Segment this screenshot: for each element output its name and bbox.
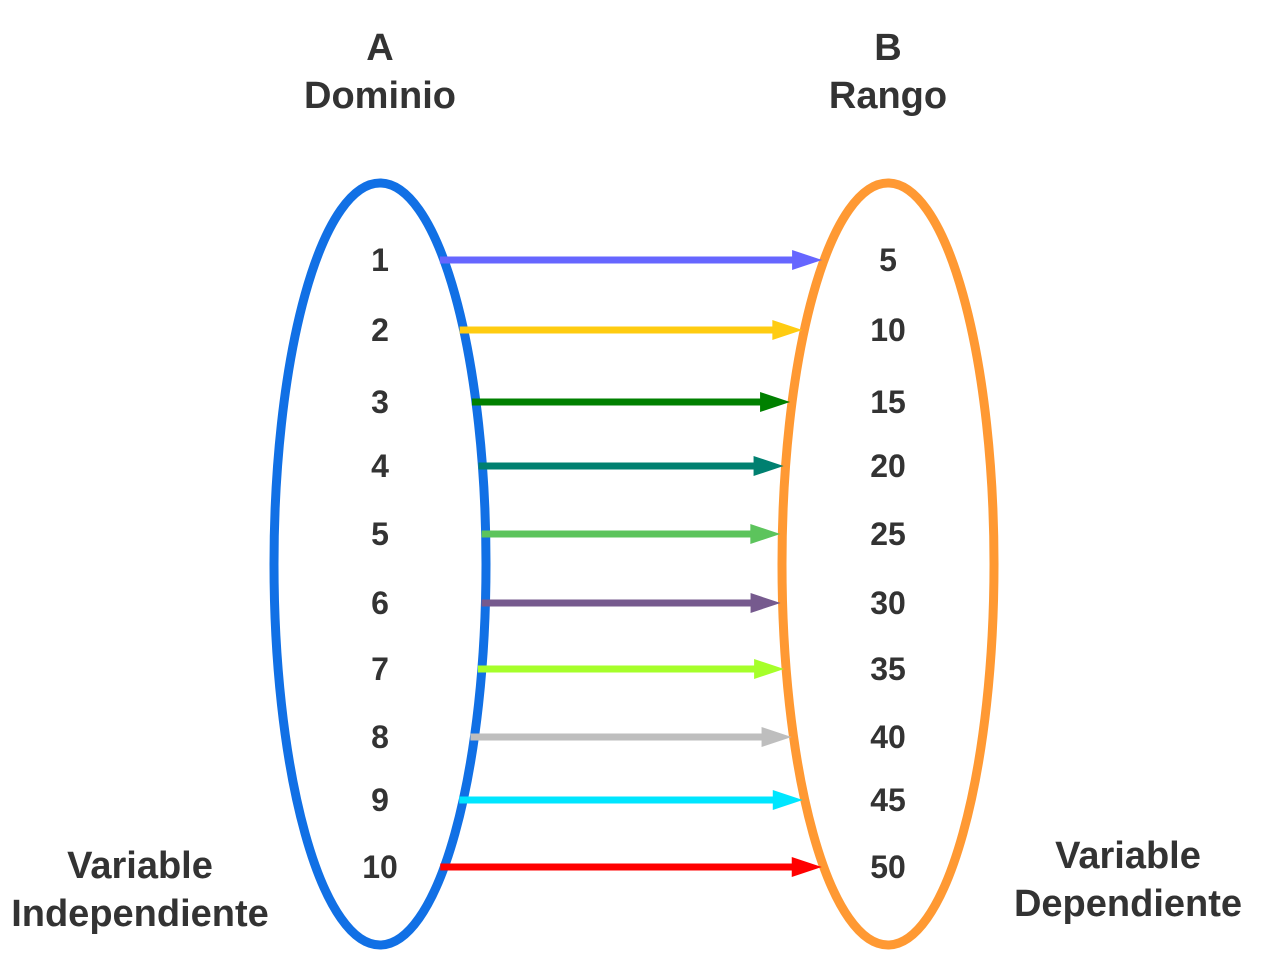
domain-element: 10 (362, 849, 398, 885)
range-element: 40 (870, 719, 906, 755)
domain-elements: 1 2 3 4 5 6 7 8 9 10 (362, 242, 398, 885)
dependent-variable-label-line1: Variable (1055, 835, 1201, 877)
mapping-arrow-head (761, 727, 792, 747)
mapping-arrows (439, 250, 823, 877)
mapping-arrow-head (772, 320, 803, 340)
mapping-arrow-head (750, 524, 781, 544)
range-set-ellipse (777, 178, 999, 950)
independent-variable-label-line1: Variable (67, 845, 213, 887)
mapping-arrow-head (754, 659, 785, 679)
range-element: 10 (870, 312, 906, 348)
domain-element: 3 (371, 384, 389, 420)
domain-element: 4 (371, 448, 389, 484)
dependent-variable-label-line2: Dependiente (1014, 883, 1242, 925)
range-element: 30 (870, 585, 906, 621)
range-element: 35 (870, 651, 906, 687)
range-element: 50 (870, 849, 906, 885)
range-elements: 5 10 15 20 25 30 35 40 45 50 (870, 242, 906, 885)
range-element: 5 (879, 242, 897, 278)
range-element: 15 (870, 384, 906, 420)
mapping-arrow-head (791, 857, 822, 877)
domain-element: 7 (371, 651, 389, 687)
range-element: 20 (870, 448, 906, 484)
mapping-arrow-head (753, 456, 784, 476)
mapping-arrow-head (772, 790, 803, 810)
set-b-letter: B (874, 27, 901, 69)
domain-element: 8 (371, 719, 389, 755)
set-a-name: Dominio (304, 75, 456, 117)
domain-element: 6 (371, 585, 389, 621)
domain-element: 2 (371, 312, 389, 348)
mapping-arrow-head (750, 593, 781, 613)
domain-element: 5 (371, 516, 389, 552)
domain-set-ellipse (269, 178, 491, 950)
mapping-arrow-head (792, 250, 823, 270)
range-element: 25 (870, 516, 906, 552)
independent-variable-label-line2: Independiente (11, 893, 269, 935)
set-b-name: Rango (829, 75, 947, 117)
domain-element: 9 (371, 782, 389, 818)
range-element: 45 (870, 782, 906, 818)
set-a-letter: A (366, 27, 393, 69)
mapping-arrow-head (760, 392, 791, 412)
domain-element: 1 (371, 242, 389, 278)
